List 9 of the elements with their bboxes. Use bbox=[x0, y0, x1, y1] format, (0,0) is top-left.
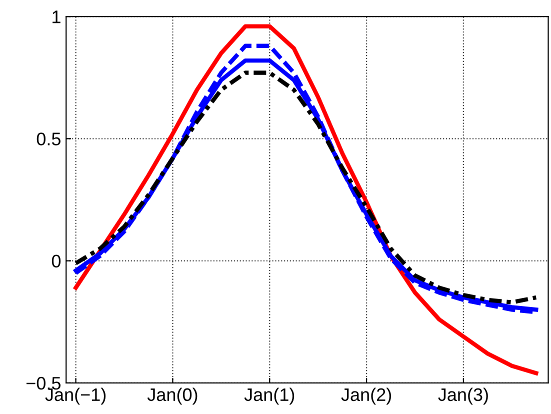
x-tick-label: Jan(−1) bbox=[45, 388, 106, 405]
x-tick-label: Jan(3) bbox=[438, 388, 488, 405]
y-tick-label: 0 bbox=[52, 254, 61, 268]
y-tick-label: −0.5 bbox=[26, 376, 61, 390]
x-tick-label: Jan(2) bbox=[341, 388, 392, 405]
x-tick-label: Jan(1) bbox=[244, 388, 294, 405]
y-tick-label: 1 bbox=[52, 10, 60, 24]
y-tick-label: 0.5 bbox=[36, 132, 61, 146]
x-tick-label: Jan(0) bbox=[147, 388, 198, 405]
